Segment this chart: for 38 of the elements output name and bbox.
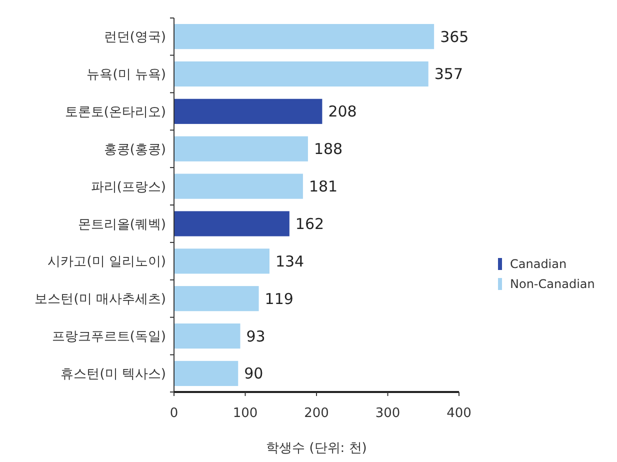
bar (174, 248, 270, 274)
legend-label: Non-Canadian (510, 277, 595, 292)
data-label: 119 (264, 290, 294, 308)
bar (174, 61, 428, 87)
data-label: 188 (314, 140, 343, 158)
data-label: 90 (244, 364, 264, 383)
x-tick-label: 200 (304, 406, 329, 421)
bar (174, 286, 259, 312)
bar (174, 360, 238, 386)
y-tick-label: 뉴욕(미 뉴욕) (86, 68, 166, 83)
y-tick-label: 휴스턴(미 텍사스) (60, 367, 166, 382)
y-tick-label: 홍콩(홍콩) (104, 142, 166, 158)
y-tick-label: 파리(프랑스) (90, 180, 166, 195)
x-tick-label: 400 (446, 406, 472, 421)
data-label: 357 (434, 65, 464, 84)
data-label: 134 (275, 252, 304, 270)
bar (174, 24, 434, 50)
y-tick-label: 시카고(미 일리노이) (48, 254, 166, 270)
bar (174, 174, 303, 199)
data-label: 181 (308, 178, 338, 196)
y-tick-label: 런던(영국) (104, 30, 166, 46)
x-tick-label: 300 (375, 406, 400, 421)
y-tick-label: 토론토(온타리오) (64, 104, 166, 120)
data-label: 162 (295, 214, 324, 233)
x-tick-label: 0 (170, 406, 178, 421)
bar (174, 323, 240, 349)
y-tick-label: 몬트리올(퀘벡) (78, 217, 166, 232)
bar (174, 211, 290, 236)
y-tick-label: 프랑크푸르트(독일) (52, 330, 166, 345)
data-label: 365 (440, 28, 469, 46)
bar (174, 136, 308, 162)
bar (174, 98, 322, 124)
data-label: 93 (246, 327, 266, 346)
data-label: 208 (328, 102, 357, 121)
y-tick-label: 보스턴(미 매사추세츠) (34, 292, 166, 308)
x-axis-title: 학생수 (단위: 천) (266, 441, 367, 456)
x-tick-label: 100 (232, 406, 258, 421)
legend-label: Canadian (510, 257, 567, 272)
